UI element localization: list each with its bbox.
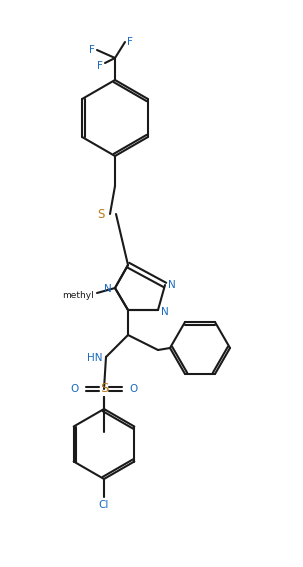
Text: S: S <box>98 209 105 222</box>
Text: S: S <box>100 383 108 396</box>
Text: N: N <box>168 280 176 290</box>
Text: F: F <box>97 61 103 71</box>
Text: HN: HN <box>88 353 103 363</box>
Text: O: O <box>129 384 137 394</box>
Text: F: F <box>89 45 95 55</box>
Text: methyl: methyl <box>62 290 94 299</box>
Text: F: F <box>127 37 133 47</box>
Text: O: O <box>71 384 79 394</box>
Text: N: N <box>161 307 169 317</box>
Text: N: N <box>104 284 112 294</box>
Text: Cl: Cl <box>99 500 109 510</box>
